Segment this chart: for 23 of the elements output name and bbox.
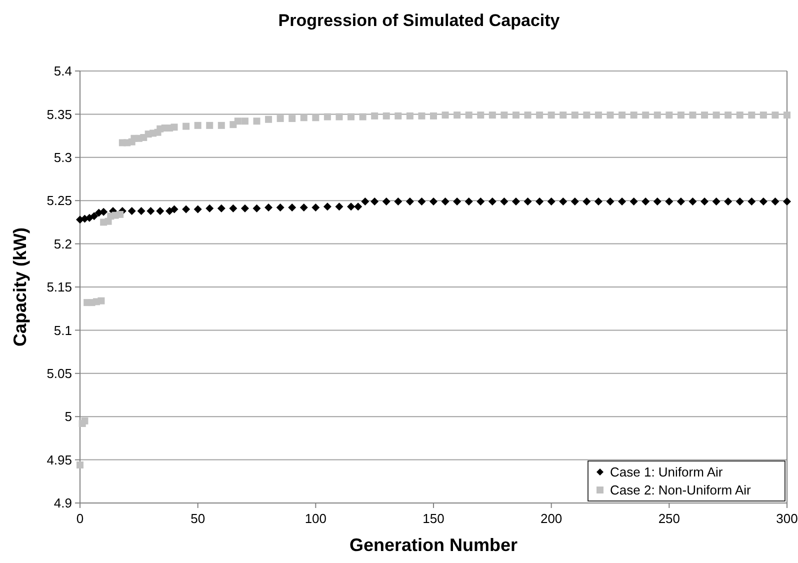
x-tick-label: 250 bbox=[658, 511, 680, 526]
x-tick-label: 50 bbox=[190, 511, 206, 526]
y-axis-title: Capacity (kW) bbox=[10, 227, 30, 347]
y-tick-label: 5.4 bbox=[54, 64, 72, 79]
legend-label: Case 1: Uniform Air bbox=[610, 464, 724, 480]
y-tick-label: 5.35 bbox=[46, 106, 72, 122]
legend-label: Case 2: Non-Uniform Air bbox=[610, 482, 752, 498]
y-tick-label: 4.9 bbox=[54, 496, 72, 511]
y-tick-label: 5.2 bbox=[54, 236, 72, 252]
y-tick-label: 5.05 bbox=[46, 366, 72, 381]
y-tick-label: 5.25 bbox=[46, 193, 72, 208]
y-tick-label: 5.3 bbox=[54, 150, 72, 165]
y-tick-label: 4.95 bbox=[46, 452, 72, 468]
x-axis-title: Generation Number bbox=[349, 535, 518, 555]
y-tick-label: 5 bbox=[64, 409, 72, 424]
x-tick-label: 200 bbox=[540, 511, 562, 526]
y-tick-label: 5.1 bbox=[54, 322, 72, 338]
x-tick-label: 100 bbox=[304, 511, 327, 526]
chart-title: Progression of Simulated Capacity bbox=[278, 11, 560, 30]
x-tick-label: 0 bbox=[76, 511, 84, 526]
x-tick-label: 150 bbox=[422, 511, 444, 526]
x-tick-label: 300 bbox=[776, 511, 798, 526]
y-tick-label: 5.15 bbox=[46, 280, 72, 295]
